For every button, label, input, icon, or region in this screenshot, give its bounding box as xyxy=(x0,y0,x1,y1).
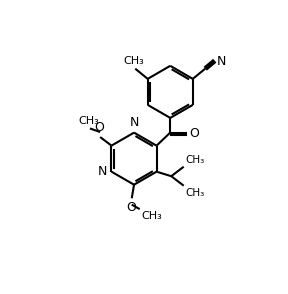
Text: CH₃: CH₃ xyxy=(141,211,162,221)
Text: CH₃: CH₃ xyxy=(124,56,145,66)
Text: O: O xyxy=(189,127,199,140)
Text: N: N xyxy=(130,116,139,129)
Text: N: N xyxy=(98,165,108,178)
Text: CH₃: CH₃ xyxy=(78,116,99,126)
Text: O: O xyxy=(94,121,104,134)
Text: O: O xyxy=(126,201,136,214)
Text: CH₃: CH₃ xyxy=(185,155,204,165)
Text: CH₃: CH₃ xyxy=(185,188,204,198)
Text: N: N xyxy=(217,55,226,68)
